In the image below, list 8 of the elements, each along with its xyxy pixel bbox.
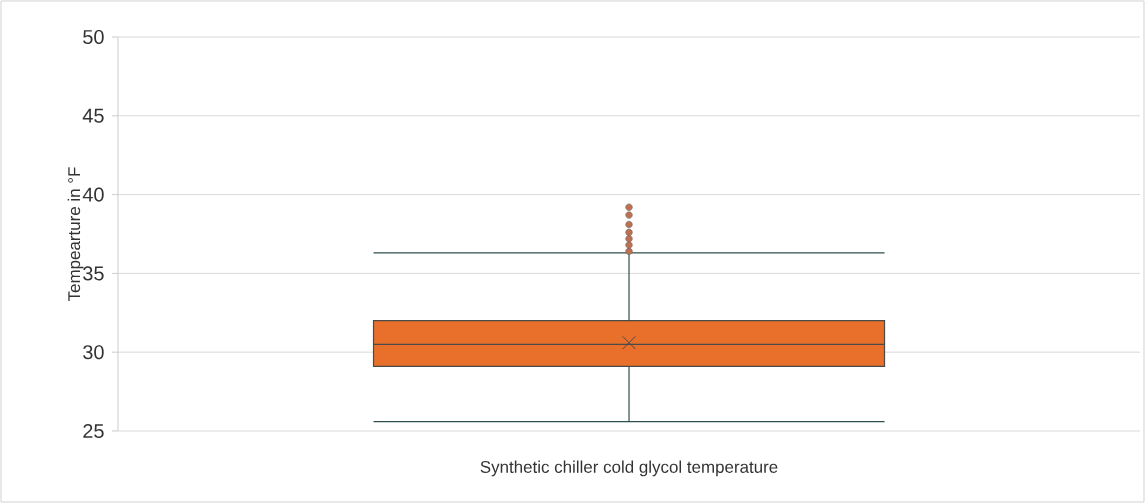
y-axis-title: Tempearture in °F <box>67 167 84 301</box>
y-tick-label: 40 <box>82 187 104 202</box>
y-tick-label: 25 <box>83 423 104 439</box>
y-tick-label: 35 <box>83 266 104 281</box>
y-tick-label: 30 <box>83 345 104 360</box>
y-tick-label: 50 <box>83 29 104 45</box>
y-tick-label: 45 <box>82 108 104 123</box>
x-tick-label: Synthetic chiller cold glycol temperature <box>480 460 778 477</box>
